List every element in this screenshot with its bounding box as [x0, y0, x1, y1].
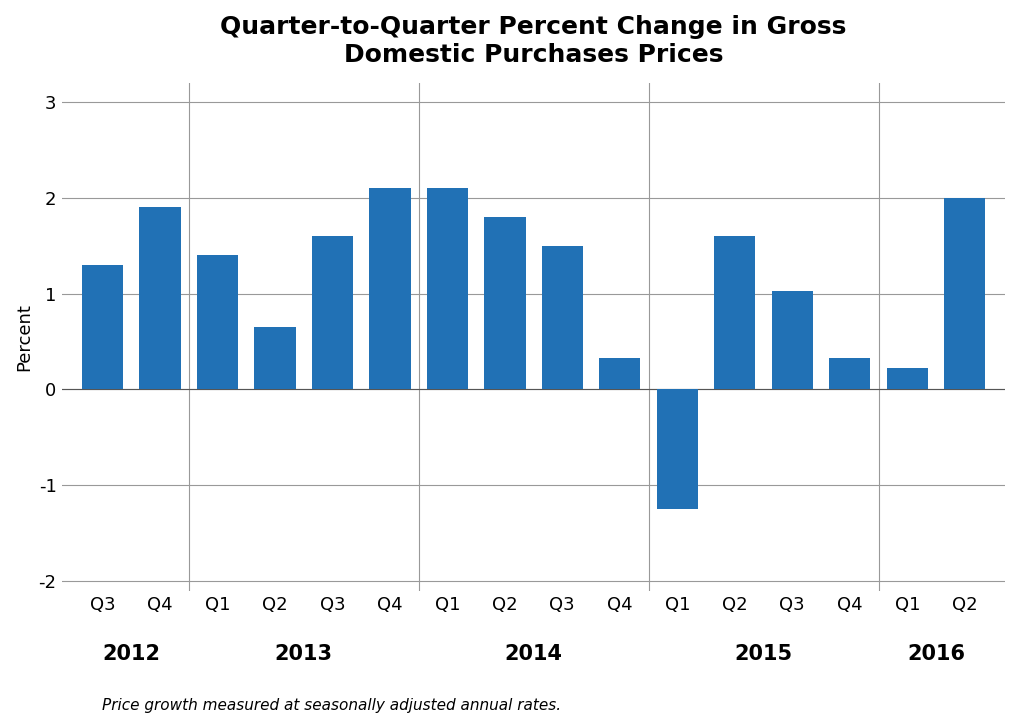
- Bar: [369, 188, 410, 390]
- Y-axis label: Percent: Percent: [15, 303, 33, 371]
- Bar: [139, 207, 180, 390]
- Bar: [541, 246, 583, 390]
- Bar: [82, 265, 123, 390]
- Title: Quarter-to-Quarter Percent Change in Gross
Domestic Purchases Prices: Quarter-to-Quarter Percent Change in Gro…: [220, 15, 846, 67]
- Bar: [312, 236, 353, 390]
- Bar: [828, 358, 869, 390]
- Bar: [770, 291, 812, 390]
- Text: 2015: 2015: [734, 644, 792, 664]
- Bar: [713, 236, 755, 390]
- Bar: [197, 255, 237, 390]
- Bar: [426, 188, 468, 390]
- Bar: [484, 217, 525, 390]
- Bar: [944, 198, 984, 390]
- Text: Price growth measured at seasonally adjusted annual rates.: Price growth measured at seasonally adju…: [102, 698, 560, 713]
- Text: 2012: 2012: [102, 644, 160, 664]
- Text: 2013: 2013: [274, 644, 332, 664]
- Text: 2016: 2016: [906, 644, 964, 664]
- Bar: [598, 358, 640, 390]
- Bar: [254, 327, 296, 390]
- Bar: [886, 369, 927, 390]
- Text: 2014: 2014: [504, 644, 562, 664]
- Bar: [656, 390, 697, 509]
